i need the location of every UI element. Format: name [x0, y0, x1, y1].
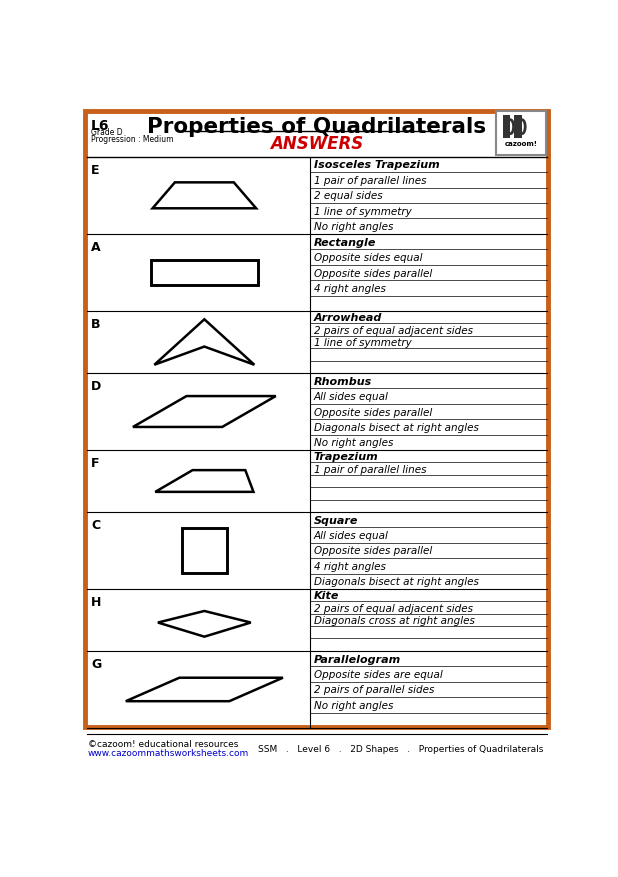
Text: Diagonals bisect at right angles: Diagonals bisect at right angles — [313, 577, 478, 587]
Bar — [496, 111, 546, 156]
Text: Opposite sides are equal: Opposite sides are equal — [313, 669, 442, 680]
Text: www.cazoommathsworksheets.com: www.cazoommathsworksheets.com — [88, 748, 249, 758]
Bar — [151, 260, 258, 286]
Text: Opposite sides parallel: Opposite sides parallel — [313, 545, 432, 556]
Text: Opposite sides parallel: Opposite sides parallel — [313, 268, 432, 278]
Text: Kite: Kite — [313, 590, 339, 601]
Bar — [502, 116, 510, 139]
Text: Rhombus: Rhombus — [313, 376, 372, 386]
Text: Grade D: Grade D — [91, 128, 123, 138]
Text: Square: Square — [313, 515, 358, 525]
Text: 4 right angles: 4 right angles — [313, 283, 386, 294]
Text: Rectangle: Rectangle — [313, 238, 376, 247]
Text: ©cazoom! educational resources: ©cazoom! educational resources — [88, 739, 239, 748]
Text: Diagonals cross at right angles: Diagonals cross at right angles — [313, 616, 475, 625]
Text: 1 line of symmetry: 1 line of symmetry — [313, 206, 412, 217]
Text: 1 pair of parallel lines: 1 pair of parallel lines — [313, 464, 426, 474]
Text: All sides equal: All sides equal — [313, 392, 389, 402]
Text: ANSWERS: ANSWERS — [270, 135, 363, 153]
Text: Properties of Quadrilaterals: Properties of Quadrilaterals — [147, 117, 486, 137]
Text: 1 line of symmetry: 1 line of symmetry — [313, 338, 412, 347]
Text: All sides equal: All sides equal — [313, 531, 389, 540]
Text: Arrowhead: Arrowhead — [313, 313, 382, 323]
Text: No right angles: No right angles — [313, 700, 393, 710]
Text: Parallelogram: Parallelogram — [313, 654, 401, 664]
Text: 4 right angles: 4 right angles — [313, 561, 386, 571]
Text: SSM   .   Level 6   .   2D Shapes   .   Properties of Quadrilaterals: SSM . Level 6 . 2D Shapes . Properties o… — [258, 744, 543, 752]
Text: G: G — [91, 657, 101, 670]
Bar — [514, 116, 522, 139]
Text: No right angles: No right angles — [313, 438, 393, 448]
Text: Opposite sides parallel: Opposite sides parallel — [313, 407, 432, 417]
Text: H: H — [91, 595, 101, 609]
Text: A: A — [91, 241, 101, 253]
Text: L6: L6 — [91, 119, 110, 133]
Text: cazoom!: cazoom! — [505, 140, 538, 146]
Bar — [182, 529, 227, 573]
Text: 2 pairs of equal adjacent sides: 2 pairs of equal adjacent sides — [313, 325, 473, 335]
Text: Isosceles Trapezium: Isosceles Trapezium — [313, 160, 439, 170]
Text: D: D — [91, 380, 101, 393]
Text: F: F — [91, 457, 99, 470]
Text: 2 pairs of equal adjacent sides: 2 pairs of equal adjacent sides — [313, 602, 473, 613]
Text: E: E — [91, 164, 99, 176]
Text: Progression : Medium: Progression : Medium — [91, 134, 174, 144]
Text: Trapezium: Trapezium — [313, 452, 378, 462]
Text: B: B — [91, 318, 101, 331]
Text: C: C — [91, 518, 100, 531]
Text: Diagonals bisect at right angles: Diagonals bisect at right angles — [313, 423, 478, 432]
Text: No right angles: No right angles — [313, 222, 393, 232]
Text: Opposite sides equal: Opposite sides equal — [313, 253, 422, 263]
Text: 2 equal sides: 2 equal sides — [313, 191, 383, 201]
Text: 1 pair of parallel lines: 1 pair of parallel lines — [313, 175, 426, 186]
Text: 2 pairs of parallel sides: 2 pairs of parallel sides — [313, 685, 434, 695]
